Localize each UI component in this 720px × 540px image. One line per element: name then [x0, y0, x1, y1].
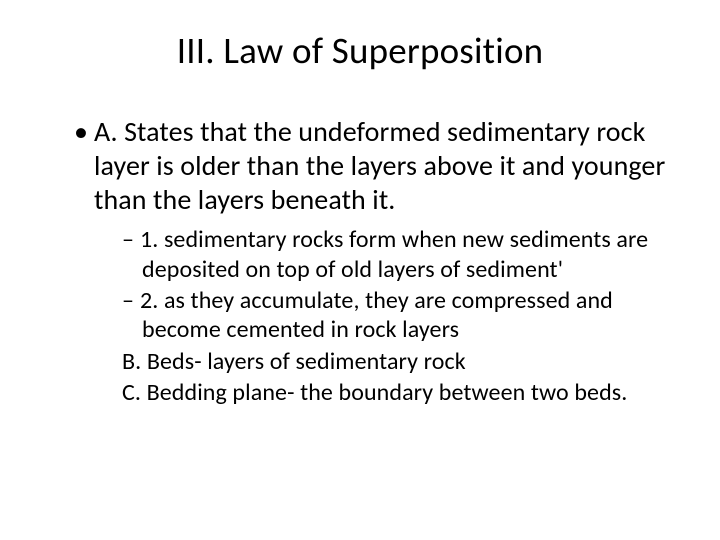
- slide-title: III. Law of Superposition: [50, 28, 670, 73]
- bullet-level2-plain: B. Beds- layers of sedimentary rock: [122, 347, 670, 376]
- dash-icon: –: [122, 225, 140, 254]
- bullet-dot-icon: •: [74, 115, 94, 149]
- bullet-level2: –1. sedimentary rocks form when new sedi…: [122, 225, 670, 284]
- bullet-level2-plain: C. Bedding plane- the boundary between t…: [122, 378, 670, 407]
- level2-text: C. Bedding plane- the boundary between t…: [122, 378, 627, 407]
- bullet-level2: –2. as they accumulate, they are compres…: [122, 286, 670, 345]
- bullet-level1: •A. States that the undeformed sedimenta…: [74, 115, 670, 217]
- level2-text: 1. sedimentary rocks form when new sedim…: [140, 225, 648, 283]
- level2-text: 2. as they accumulate, they are compress…: [140, 286, 613, 344]
- level1-text: A. States that the undeformed sedimentar…: [94, 114, 665, 217]
- level2-text: B. Beds- layers of sedimentary rock: [122, 347, 466, 376]
- dash-icon: –: [122, 286, 140, 315]
